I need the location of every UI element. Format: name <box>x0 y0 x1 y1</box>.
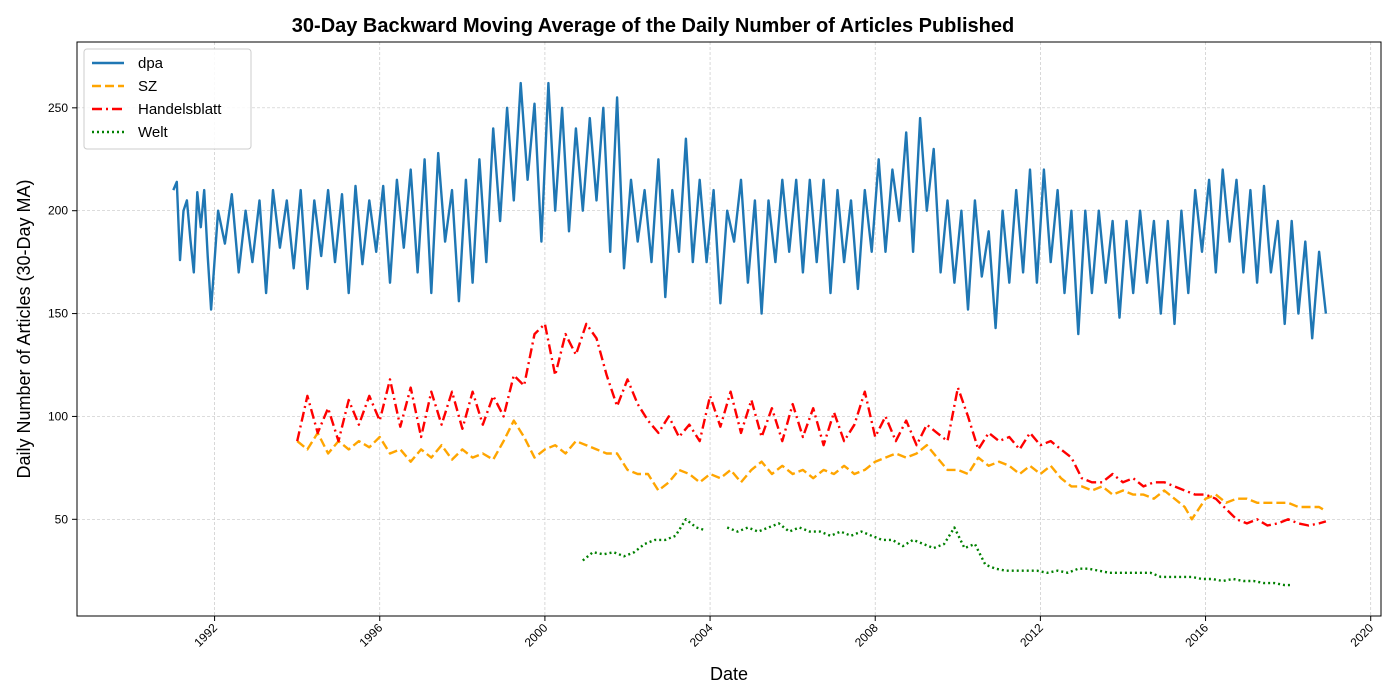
x-tick-label: 2020 <box>1347 621 1376 650</box>
x-tick-label: 1992 <box>191 621 220 650</box>
chart-title: 30-Day Backward Moving Average of the Da… <box>292 15 1014 37</box>
series-line-welt <box>582 518 1292 587</box>
x-tick-label: 1996 <box>357 621 386 650</box>
x-tick-label: 2012 <box>1017 621 1046 650</box>
x-tick-label: 2000 <box>522 621 551 650</box>
x-tick-label: 2016 <box>1182 621 1211 650</box>
legend-label-sz: SZ <box>138 78 157 95</box>
y-axis: 50 100 150 200 250 <box>48 101 77 526</box>
x-tick-label: 2004 <box>687 621 716 650</box>
plot-frame <box>76 41 1382 617</box>
series-line-dpa <box>172 81 1328 340</box>
series-layer <box>172 81 1328 587</box>
y-tick-label: 150 <box>48 307 68 321</box>
series-line-handelsblatt <box>296 322 1327 527</box>
legend-label-handelsblatt: Handelsblatt <box>138 101 222 118</box>
y-tick-label: 200 <box>48 204 68 218</box>
y-tick-label: 250 <box>48 101 68 115</box>
grid-lines <box>77 42 1381 616</box>
y-tick-label: 50 <box>55 512 69 526</box>
legend: dpa SZ Handelsblatt Welt <box>83 48 252 150</box>
legend-label-dpa: dpa <box>138 55 164 72</box>
x-axis-label: Date <box>710 664 748 684</box>
series-line-sz <box>296 419 1327 521</box>
y-axis-label: Daily Number of Articles (30-Day MA) <box>14 179 34 478</box>
x-tick-label: 2008 <box>852 621 881 650</box>
legend-label-welt: Welt <box>138 124 169 141</box>
y-tick-label: 100 <box>48 409 68 423</box>
x-axis: 1992 1996 2000 2004 2008 2012 2016 2020 <box>191 616 1377 650</box>
legend-box <box>83 48 252 150</box>
